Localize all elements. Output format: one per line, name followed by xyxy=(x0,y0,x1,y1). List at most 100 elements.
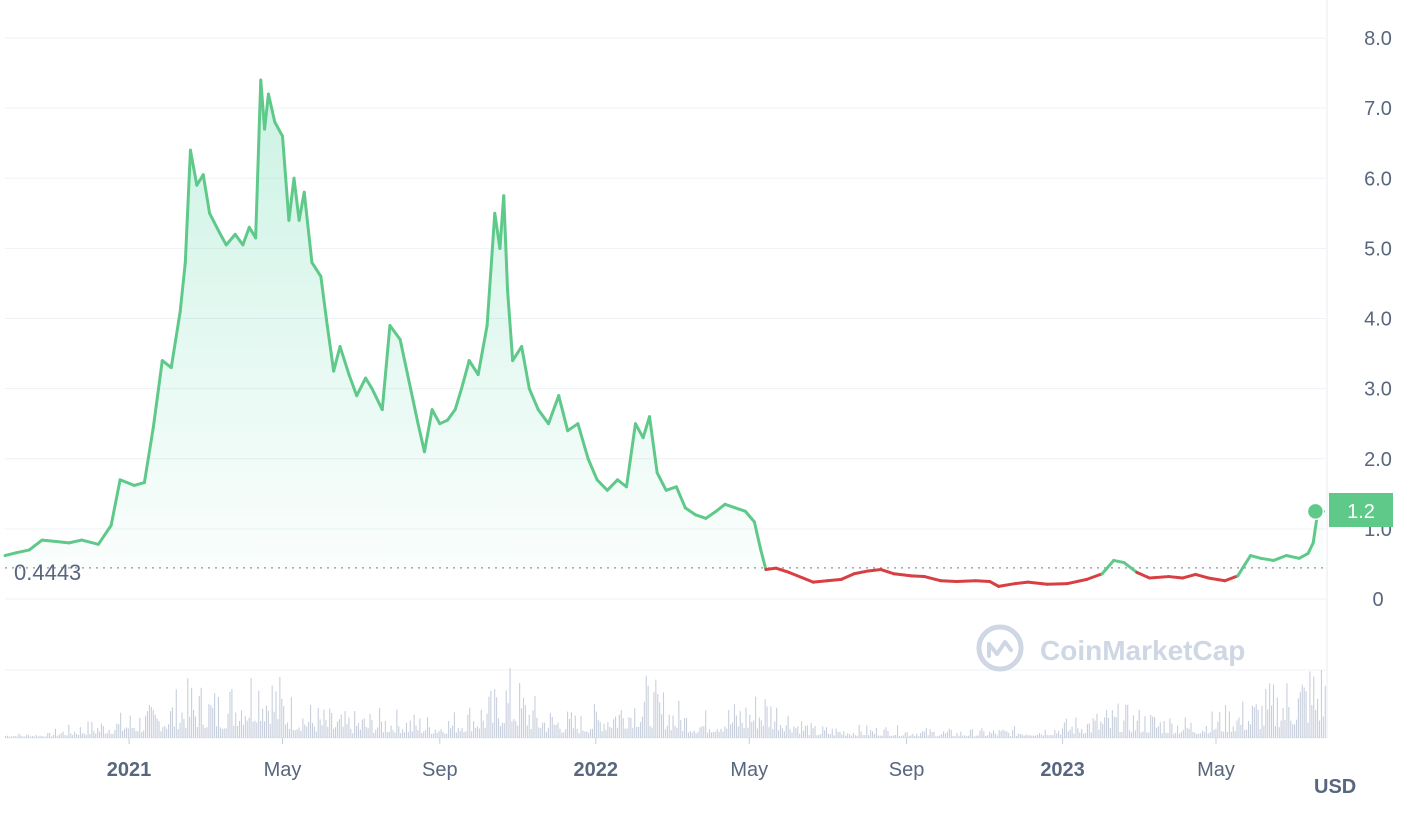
volume-bar xyxy=(60,733,62,738)
volume-bar xyxy=(1286,683,1288,738)
volume-bar xyxy=(185,727,187,738)
price-segment xyxy=(310,260,323,278)
volume-bar xyxy=(39,735,41,738)
volume-bar xyxy=(741,722,743,738)
volume-bar xyxy=(513,719,515,738)
volume-bar xyxy=(799,733,801,738)
price-segment xyxy=(364,376,374,391)
volume-bar xyxy=(24,736,26,738)
volume-bar xyxy=(810,723,812,738)
volume-bar xyxy=(505,690,507,738)
volume-bar xyxy=(419,718,421,738)
price-segment xyxy=(801,576,815,584)
price-segment xyxy=(3,551,19,558)
volume-bar xyxy=(1002,729,1004,738)
volume-bar xyxy=(601,731,603,738)
volume-bar xyxy=(114,730,116,738)
price-segment xyxy=(527,387,540,412)
volume-bar xyxy=(499,725,501,738)
volume-bar xyxy=(145,715,147,738)
volume-bar xyxy=(749,714,751,738)
volume-bar xyxy=(1121,731,1123,738)
volume-bar xyxy=(1215,728,1217,738)
volume-bar xyxy=(75,733,78,738)
volume-bar xyxy=(258,690,260,738)
volume-bar xyxy=(1242,701,1244,738)
price-segment xyxy=(825,577,843,583)
volume-bar xyxy=(789,729,791,738)
coinmarketcap-logo-icon xyxy=(976,624,1024,672)
volume-bar xyxy=(801,721,803,738)
volume-bar xyxy=(87,721,89,738)
volume-bar xyxy=(240,710,243,738)
volume-bar xyxy=(191,687,193,738)
volume-bar xyxy=(739,711,741,738)
volume-bar xyxy=(785,725,787,738)
volume-bar xyxy=(1150,714,1152,738)
volume-bar xyxy=(246,720,248,738)
volume-bar xyxy=(703,726,705,738)
volume-bar xyxy=(515,720,517,738)
volume-bar xyxy=(519,683,521,738)
volume-bar xyxy=(233,725,235,738)
price-segment xyxy=(118,478,136,487)
volume-bar xyxy=(1013,726,1016,738)
volume-bar xyxy=(971,729,973,738)
volume-bar xyxy=(1194,732,1196,738)
volume-bar xyxy=(1111,710,1113,738)
volume-bar xyxy=(808,734,810,738)
volume-bar xyxy=(944,733,947,738)
volume-bar xyxy=(705,710,707,738)
price-segment xyxy=(347,373,359,398)
volume-bar xyxy=(1173,733,1175,738)
price-segment xyxy=(536,408,550,426)
price-segment xyxy=(287,176,296,222)
price-segment xyxy=(266,92,277,124)
volume-bar xyxy=(139,717,141,738)
volume-bar xyxy=(333,728,335,738)
volume-bar xyxy=(570,712,572,738)
price-segment xyxy=(332,345,342,373)
x-tick-label: May xyxy=(1197,759,1235,781)
volume-bar xyxy=(891,735,893,738)
volume-bar xyxy=(1230,731,1232,738)
volume-bar xyxy=(1042,735,1044,738)
price-segment xyxy=(15,548,31,555)
volume-bar xyxy=(1280,720,1282,738)
volume-bar xyxy=(47,733,49,738)
volume-bar xyxy=(486,713,488,738)
volume-bar xyxy=(68,724,70,738)
price-segment xyxy=(1272,554,1288,562)
volume-bar xyxy=(935,736,937,738)
volume-bar xyxy=(743,728,745,738)
price-segment xyxy=(502,194,510,292)
volume-bar xyxy=(1221,731,1223,738)
volume-bar xyxy=(442,731,444,738)
volume-bar xyxy=(254,720,256,738)
volume-bar xyxy=(131,727,133,738)
volume-bar xyxy=(653,692,655,738)
price-segment xyxy=(624,422,637,489)
price-segment xyxy=(1206,576,1227,583)
volume-bar xyxy=(662,692,665,738)
volume-bar xyxy=(1148,732,1150,738)
volume-bar xyxy=(651,727,653,738)
volume-bar xyxy=(1236,720,1238,738)
price-segment xyxy=(476,324,489,377)
volume-bar xyxy=(572,728,574,738)
volume-bar xyxy=(896,725,899,738)
volume-bar xyxy=(227,713,229,738)
volume-bar xyxy=(887,731,889,738)
x-tick-label: 2023 xyxy=(1040,759,1085,781)
volume-bar xyxy=(181,712,183,738)
volume-bar xyxy=(693,730,695,738)
volume-bar xyxy=(95,733,97,738)
volume-bar xyxy=(1186,727,1188,738)
price-segment xyxy=(648,415,659,475)
volume-bar xyxy=(235,712,237,738)
volume-bar xyxy=(916,733,918,738)
volume-bar xyxy=(866,725,868,738)
volume-bar xyxy=(941,734,943,738)
volume-bar xyxy=(674,725,676,738)
price-segment xyxy=(67,538,84,545)
